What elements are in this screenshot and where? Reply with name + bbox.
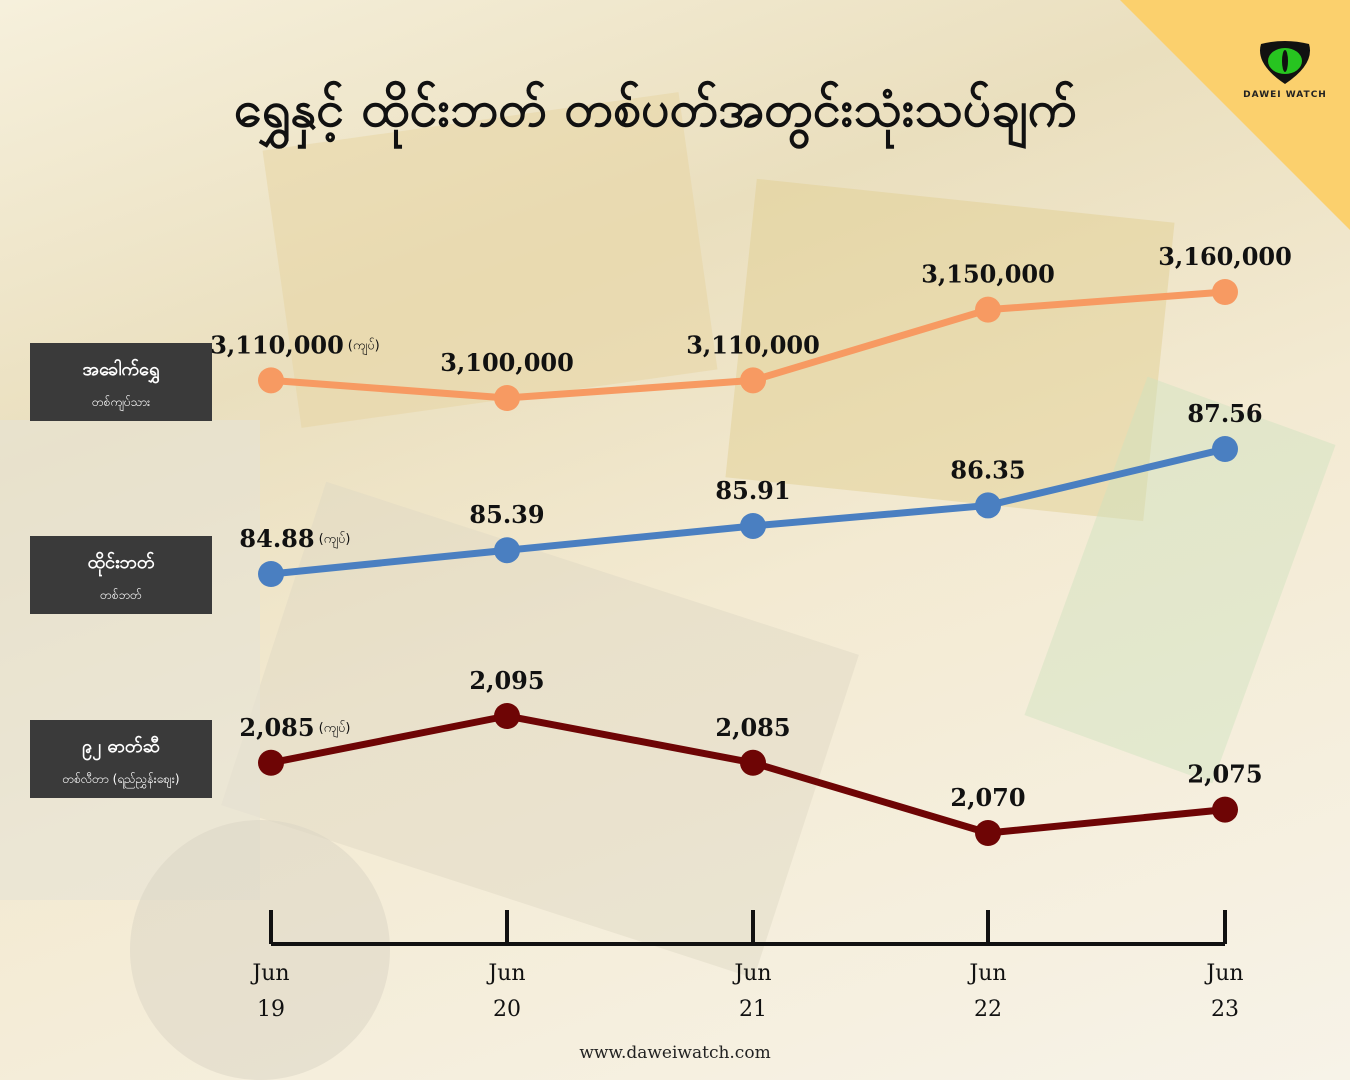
data-point <box>258 367 284 394</box>
series-line-1 <box>270 445 1226 578</box>
unit-note: (ကျပ်) <box>319 720 351 738</box>
brand-logo: DAWEI WATCH <box>1230 40 1340 100</box>
data-point <box>975 492 1001 519</box>
page-title: ရွှေနှင့် ထိုင်းဘတ် တစ်ပတ်အတွင်းသုံးသပ်ခ… <box>233 80 1077 138</box>
data-label: 2,085 <box>715 713 790 742</box>
x-tick-label-day: 23 <box>1211 997 1239 1022</box>
x-tick-label-day: 21 <box>739 997 767 1022</box>
data-point <box>1212 436 1238 462</box>
data-label: 3,160,000 <box>1158 242 1292 271</box>
data-label: 3,150,000 <box>921 260 1055 289</box>
data-point <box>494 385 520 411</box>
data-label: 2,075 <box>1187 760 1262 789</box>
corner-banner <box>1120 0 1350 230</box>
green-eye-icon <box>1260 41 1310 84</box>
x-tick-label-month: Jun <box>1204 961 1243 986</box>
x-tick-label-month: Jun <box>967 961 1006 986</box>
website-url: www.daweiwatch.com <box>579 1043 771 1063</box>
data-label: 2,070 <box>950 783 1025 812</box>
data-point <box>1212 796 1238 823</box>
data-label: 2,095 <box>469 666 544 695</box>
row-label-gold: အခေါက်ရွှေ တစ်ကျပ်သား <box>30 343 212 421</box>
unit-note: (ကျပ်) <box>319 531 351 549</box>
x-tick-label-month: Jun <box>732 961 771 986</box>
unit-note: (ကျပ်) <box>348 337 380 355</box>
row-label-gold-name: အခေါက်ရွှေ <box>82 359 160 380</box>
data-point <box>1212 279 1238 305</box>
data-label: 87.56 <box>1187 399 1262 428</box>
row-label-baht-name: ထိုင်းဘတ် <box>87 552 155 573</box>
x-tick-label-month: Jun <box>250 961 289 986</box>
data-point <box>494 537 520 564</box>
data-label: 86.35 <box>950 455 1025 484</box>
x-tick-label-day: 19 <box>257 997 285 1022</box>
x-tick-label-month: Jun <box>486 961 525 986</box>
data-label: 2,085 <box>239 713 314 742</box>
data-point <box>975 820 1001 846</box>
data-point <box>740 367 766 394</box>
row-label-gold-unit: တစ်ကျပ်သား <box>91 395 151 409</box>
data-point <box>258 561 284 587</box>
x-tick-label-day: 20 <box>493 997 521 1022</box>
data-label: 3,110,000 <box>210 330 344 359</box>
data-point <box>740 512 766 539</box>
x-tick-label-day: 22 <box>974 997 1002 1022</box>
data-point <box>494 703 520 729</box>
data-label: 84.88 <box>239 524 314 553</box>
data-label: 85.39 <box>469 500 544 529</box>
data-point <box>258 749 284 776</box>
data-label: 3,100,000 <box>440 348 574 377</box>
data-label: 3,110,000 <box>686 330 820 359</box>
data-point <box>740 749 766 776</box>
data-point <box>975 296 1001 323</box>
row-label-fuel-name: ၉၂ ဓာတ်ဆီ <box>82 736 160 757</box>
brand-name: DAWEI WATCH <box>1243 90 1327 100</box>
row-label-fuel: ၉၂ ဓာတ်ဆီ တစ်လီတာ (ရည်ညွှန်းစျေး) <box>30 720 212 798</box>
row-label-baht: ထိုင်းဘတ် တစ်ဘတ် <box>30 536 212 614</box>
data-label: 85.91 <box>715 476 790 505</box>
row-label-fuel-unit: တစ်လီတာ (ရည်ညွှန်းစျေး) <box>62 772 180 786</box>
row-label-baht-unit: တစ်ဘတ် <box>100 588 142 602</box>
